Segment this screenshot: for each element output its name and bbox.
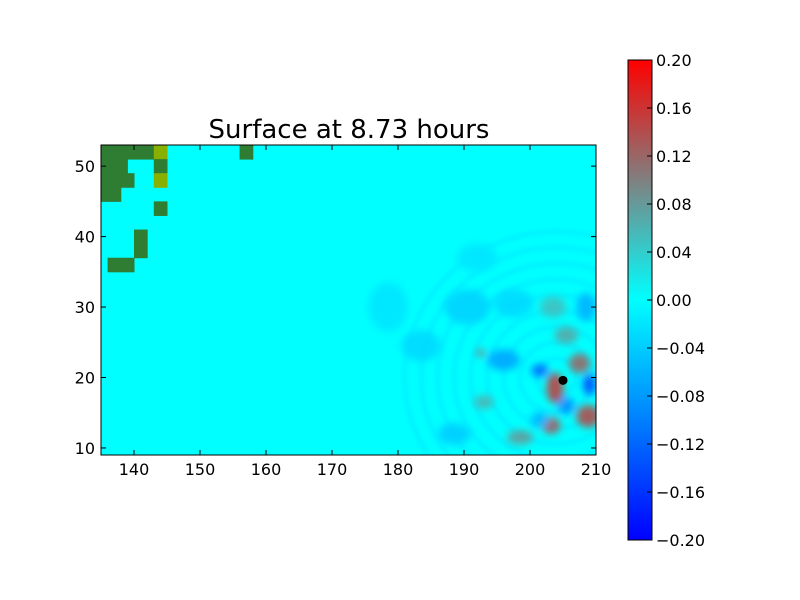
ripple-ring xyxy=(436,261,596,455)
y-tick-label: 20 xyxy=(75,369,95,388)
y-tick-label: 50 xyxy=(75,157,95,176)
ripple-ring xyxy=(403,230,596,455)
anomaly-blob xyxy=(473,395,494,410)
y-tick-label: 40 xyxy=(75,228,95,247)
colorbar-tick-label: −0.12 xyxy=(656,435,705,454)
anomaly-blob xyxy=(576,404,596,428)
land-cell xyxy=(239,145,254,160)
x-tick-label: 150 xyxy=(185,460,216,479)
anomaly-blob xyxy=(506,430,534,445)
surface-anomalies xyxy=(368,243,596,445)
land-cell xyxy=(134,229,148,259)
x-tick-label: 180 xyxy=(383,460,414,479)
colorbar-axis: 0.20 0.16 0.12 0.08 0.04 0.00 −0.04 −0.08 −0.12 −… xyxy=(647,51,705,550)
source-marker xyxy=(558,375,568,385)
x-tick-label: 170 xyxy=(317,460,348,479)
ripple-ring xyxy=(419,246,596,455)
land-cell xyxy=(153,201,168,216)
y-tick-label: 10 xyxy=(75,439,95,458)
x-axis: 140 150 160 170 180 190 200 210 xyxy=(119,145,612,479)
land-cell xyxy=(101,145,128,174)
y-axis: 10 20 30 40 50 xyxy=(75,157,596,458)
x-tick-label: 190 xyxy=(449,460,480,479)
colorbar-tick-label: 0.04 xyxy=(656,243,692,262)
anomaly-blob xyxy=(368,282,408,332)
colorbar-tick-label: 0.08 xyxy=(656,195,692,214)
anomaly-blob xyxy=(457,243,498,272)
y-tick-label: 30 xyxy=(75,298,95,317)
land-cell xyxy=(107,257,135,273)
anomaly-blob xyxy=(476,349,485,357)
x-tick-label: 200 xyxy=(515,460,546,479)
anomaly-blob xyxy=(437,423,471,445)
colorbar-tick-label: −0.16 xyxy=(656,483,705,502)
colorbar-tick-label: 0.12 xyxy=(656,147,692,166)
ripple-ring xyxy=(469,293,596,455)
land-cell xyxy=(127,173,135,188)
ripple-ring xyxy=(452,277,596,455)
anomaly-blob xyxy=(401,330,441,362)
anomaly-blob xyxy=(487,349,521,371)
colorbar-tick-label: 0.20 xyxy=(656,51,692,70)
x-tick-label: 160 xyxy=(251,460,282,479)
anomaly-blob xyxy=(531,364,549,377)
plot-area xyxy=(101,145,596,455)
anomaly-blob xyxy=(530,412,550,428)
colorbar-tick-label: −0.20 xyxy=(656,531,705,550)
land-cell xyxy=(153,159,168,174)
anomaly-blob xyxy=(554,326,579,344)
wave-ripples xyxy=(403,230,596,455)
land-cell xyxy=(153,145,168,160)
chart-title: Surface at 8.73 hours xyxy=(209,115,490,145)
plot-frame xyxy=(100,144,597,456)
land-cell xyxy=(127,145,142,160)
anomaly-blob xyxy=(444,289,491,325)
land-cells xyxy=(101,145,254,273)
anomaly-blob xyxy=(493,289,534,318)
land-cell xyxy=(101,173,115,188)
anomaly-blob xyxy=(582,373,596,396)
land-cell xyxy=(101,187,122,202)
land-cell xyxy=(140,145,155,160)
x-tick-label: 140 xyxy=(119,460,150,479)
source-marker-layer xyxy=(558,375,568,385)
x-tick-label: 210 xyxy=(581,460,612,479)
land-cell xyxy=(153,173,168,188)
colorbar-tick-label: −0.08 xyxy=(656,387,705,406)
anomaly-blob xyxy=(539,296,567,318)
colorbar-tick-label: 0.00 xyxy=(656,291,692,310)
land-cell xyxy=(114,173,128,188)
anomaly-blob xyxy=(557,397,575,415)
colorbar-tick-label: −0.04 xyxy=(656,339,705,358)
colorbar-tick-label: 0.16 xyxy=(656,99,692,118)
anomaly-blob xyxy=(576,292,596,322)
anomaly-blob xyxy=(568,353,591,374)
